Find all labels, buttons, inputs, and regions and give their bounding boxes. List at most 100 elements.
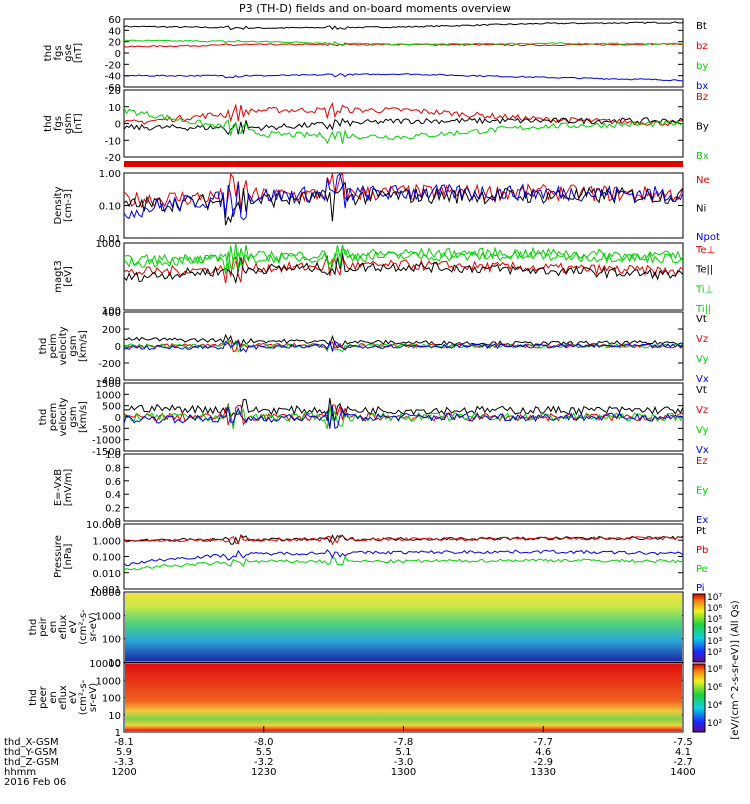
y-tick-label: 1000 xyxy=(96,239,121,250)
x-tick-label: -2.9 xyxy=(533,757,553,768)
y-axis-label: [nT] xyxy=(73,43,84,63)
legend-by: By xyxy=(696,122,709,133)
legend-npot: Npot xyxy=(696,232,720,243)
series-by xyxy=(124,39,684,46)
y-tick-label: 10.000 xyxy=(86,520,121,531)
x-tick-label: -3.0 xyxy=(394,757,414,768)
x-tick-label: 1200 xyxy=(111,767,136,778)
y-axis-label: thd xyxy=(28,689,39,706)
y-axis-label: gse xyxy=(63,44,74,62)
series-vx xyxy=(123,406,684,429)
legend-pi: Pi xyxy=(696,583,705,594)
series-pe xyxy=(123,555,684,571)
colorbar-tick: 10⁶ xyxy=(707,604,722,614)
y-tick-label: 0 xyxy=(115,49,121,60)
x-tick-label: 5.5 xyxy=(256,747,272,758)
y-tick-label: -400 xyxy=(98,376,121,387)
y-axis-label: (cm²-s- xyxy=(78,679,89,715)
y-axis-label: sr-eV) xyxy=(88,683,99,712)
series-vx xyxy=(123,340,684,353)
colorbar-tick: 10⁷ xyxy=(707,593,722,603)
legend-vy: Vy xyxy=(696,425,709,436)
y-tick-label: 0.001 xyxy=(92,585,121,596)
legend-vx: Vx xyxy=(696,374,709,385)
colorbar-tick: 10³ xyxy=(707,637,722,647)
legend-pt: Pt xyxy=(696,526,706,537)
y-tick-label: 1000 xyxy=(96,390,121,401)
series-ni xyxy=(123,181,684,226)
y-tick-label: 0.10 xyxy=(99,202,121,213)
y-tick-label: -20 xyxy=(105,153,121,164)
legend-vz: Vz xyxy=(696,405,708,416)
y-tick-label: 400 xyxy=(102,308,121,319)
legend-pb: Pb xyxy=(696,545,708,556)
y-axis-label: peem xyxy=(48,403,59,431)
x-tick-label: 1300 xyxy=(391,767,416,778)
y-axis-label: thd xyxy=(38,338,49,355)
y-tick-label: 200 xyxy=(102,325,121,336)
y-tick-label: 10000 xyxy=(89,659,121,670)
x-row-label: thd_Y-GSM xyxy=(4,747,57,758)
y-tick-label: -200 xyxy=(98,359,121,370)
y-tick-label: -60 xyxy=(105,83,121,94)
legend-ti⊥: Ti⊥ xyxy=(695,284,713,295)
series-bt xyxy=(123,21,684,31)
y-tick-label: 0.01 xyxy=(99,234,121,245)
y-tick-label: 10 xyxy=(108,103,121,114)
series-ti|| xyxy=(123,244,684,275)
y-axis-label: [nT] xyxy=(73,113,84,133)
y-tick-label: -20 xyxy=(105,60,121,71)
legend-bt: Bt xyxy=(696,21,707,32)
y-tick-label: 0 xyxy=(115,342,121,353)
y-axis-label: gsm xyxy=(68,335,79,356)
x-row-label: hhmm xyxy=(4,767,36,778)
y-tick-label: 10 xyxy=(108,711,121,722)
y-tick-label: 0.2 xyxy=(105,504,121,515)
x-tick-label: -3.2 xyxy=(254,757,274,768)
y-tick-label: 10 xyxy=(108,658,121,669)
legend-vy: Vy xyxy=(696,354,709,365)
x-tick-label: -8.0 xyxy=(254,737,274,748)
series-pb xyxy=(123,534,683,546)
y-axis-label: thd xyxy=(43,115,54,132)
y-tick-label: 100 xyxy=(102,635,121,646)
y-tick-label: 0.6 xyxy=(105,477,121,488)
electron-spectrogram xyxy=(125,664,682,731)
status-flag-bar xyxy=(124,161,683,167)
panel-frame xyxy=(123,523,684,590)
legend-bx: Bx xyxy=(696,151,709,162)
legend-ne: Ne xyxy=(696,175,710,186)
y-tick-label: 1.000 xyxy=(92,536,121,547)
series-pt xyxy=(123,533,684,545)
x-tick-label: 5.1 xyxy=(396,747,412,758)
colorbar-ion xyxy=(692,593,706,663)
x-tick-label: 4.1 xyxy=(675,747,691,758)
panel-frame xyxy=(123,18,684,88)
legend-ni: Ni xyxy=(696,204,706,215)
y-tick-label: 500 xyxy=(102,402,121,413)
legend-ey: Ey xyxy=(696,486,708,497)
y-axis-label: eV xyxy=(68,620,79,633)
legend-vt: Vt xyxy=(696,385,707,396)
y-axis-label: magt3 xyxy=(53,260,64,293)
y-axis-label: peer xyxy=(38,685,49,709)
colorbar-label: [eV/(cm^2-s-sr-eV)] (All Qs) xyxy=(730,600,741,739)
legend-vx: Vx xyxy=(696,445,709,456)
y-tick-label: 20 xyxy=(108,38,121,49)
y-tick-label: 1500 xyxy=(96,379,121,390)
legend-vz: Vz xyxy=(696,334,708,345)
y-tick-label: 20 xyxy=(108,86,121,97)
y-tick-label: 0.100 xyxy=(92,553,121,564)
panel-frame xyxy=(123,89,684,158)
y-tick-label: 100 xyxy=(102,694,121,705)
y-axis-label: en xyxy=(48,691,59,704)
y-axis-label: velocity xyxy=(58,397,69,436)
panel-frame xyxy=(123,453,684,522)
legend-vt: Vt xyxy=(696,314,707,325)
legend-bx: bx xyxy=(696,81,708,92)
x-tick-label: -3.3 xyxy=(114,757,134,768)
y-axis-label: peir xyxy=(38,616,49,636)
x-row-label: thd_X-GSM xyxy=(4,737,59,748)
series-vy xyxy=(123,339,684,353)
series-pi xyxy=(123,549,684,567)
